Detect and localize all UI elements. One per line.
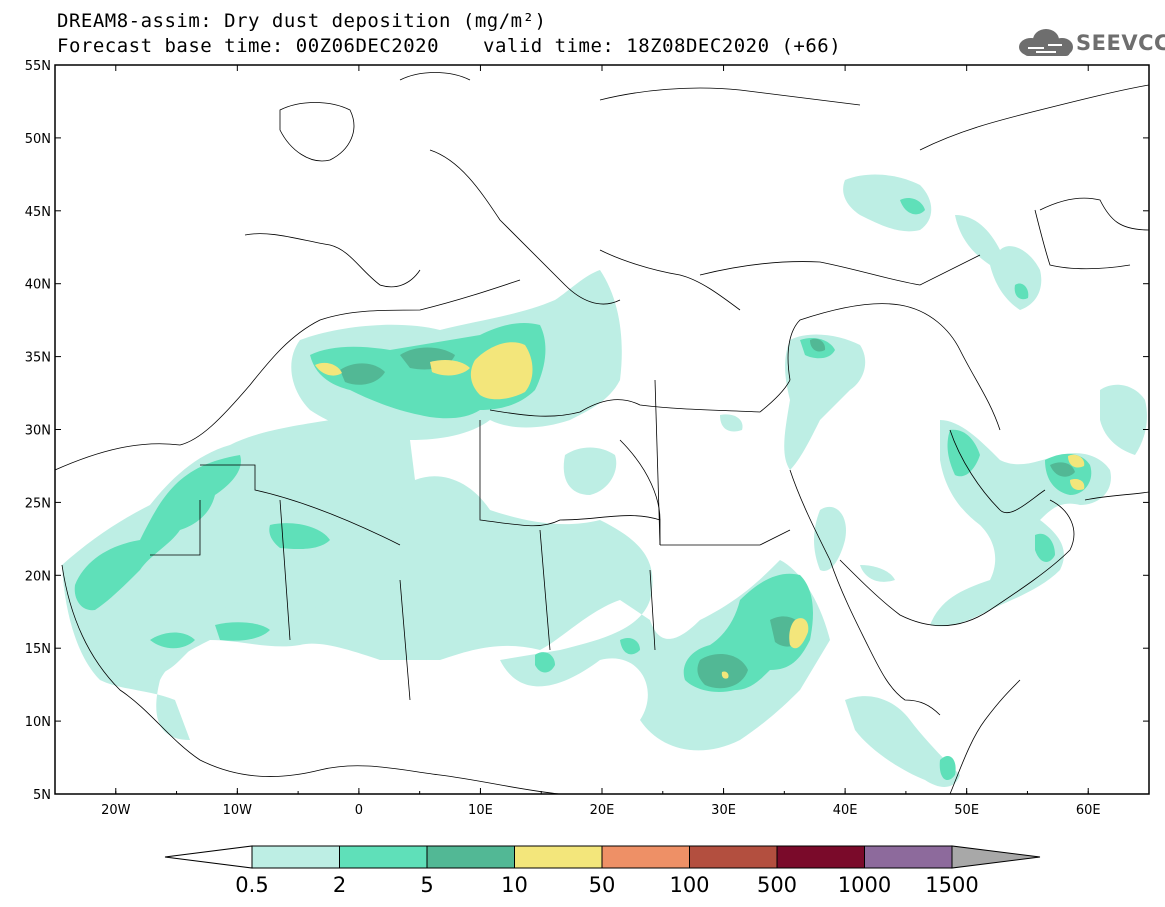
deposition-10-50-areas bbox=[315, 342, 1085, 679]
lon-tick-label: 40E bbox=[833, 803, 858, 818]
valid-time: valid time: 18Z08DEC2020 (+66) bbox=[483, 35, 842, 57]
colorbar-legend: 0.5 2 5 10 50 100 500 1000 1500 bbox=[164, 845, 1041, 897]
lat-tick-label: 35N bbox=[25, 351, 51, 366]
lat-tick-label: 5N bbox=[33, 788, 51, 803]
lon-tick-label: 60E bbox=[1076, 803, 1101, 818]
country-borders bbox=[55, 72, 1149, 794]
colorbar-over-triangle bbox=[951, 845, 1041, 869]
colorbar-label: 100 bbox=[669, 873, 709, 897]
lat-tick-label: 30N bbox=[25, 424, 51, 439]
colorbar-label: 5 bbox=[420, 873, 433, 897]
colorbar-label: 1000 bbox=[838, 873, 891, 897]
colorbar-segment bbox=[776, 845, 865, 869]
cloud-logo-icon bbox=[1019, 29, 1073, 56]
colorbar-label: 2 bbox=[333, 873, 346, 897]
lat-tick-label: 25N bbox=[25, 496, 51, 511]
lon-tick-label: 20W bbox=[101, 803, 131, 818]
latitude-axis: 55N 50N 45N 40N 35N 30N 25N 20N 15N 10N 5N bbox=[25, 59, 1149, 803]
seevccc-logo-text: SEEVCCC bbox=[1076, 31, 1165, 55]
lon-tick-label: 50E bbox=[954, 803, 979, 818]
colorbar-label: 1500 bbox=[925, 873, 978, 897]
lat-tick-label: 50N bbox=[25, 132, 51, 147]
colorbar-under-triangle bbox=[164, 845, 253, 869]
lat-tick-label: 20N bbox=[25, 569, 51, 584]
colorbar-segment bbox=[251, 845, 340, 869]
map-title: DREAM8-assim: Dry dust deposition (mg/m²… bbox=[57, 10, 547, 32]
colorbar-segment bbox=[339, 845, 428, 869]
lon-tick-label: 10E bbox=[468, 803, 493, 818]
longitude-axis: 20W 10W 0 10E 20E 30E 40E 50E 60E bbox=[54, 65, 1150, 818]
forecast-base-time: Forecast base time: 00Z06DEC2020 bbox=[57, 35, 440, 57]
colorbar-segment bbox=[426, 845, 515, 869]
lat-tick-label: 55N bbox=[25, 59, 51, 74]
colorbar-segment bbox=[864, 845, 953, 869]
colorbar-label: 50 bbox=[589, 873, 616, 897]
colorbar-segment bbox=[514, 845, 603, 869]
lat-tick-label: 45N bbox=[25, 205, 51, 220]
lon-tick-label: 20E bbox=[590, 803, 615, 818]
colorbar-segment bbox=[689, 845, 778, 869]
lon-tick-label: 0 bbox=[355, 803, 363, 818]
colorbar-label: 500 bbox=[757, 873, 797, 897]
colorbar-label: 0.5 bbox=[235, 873, 268, 897]
lat-tick-label: 10N bbox=[25, 715, 51, 730]
colorbar-segment bbox=[601, 845, 690, 869]
lat-tick-label: 15N bbox=[25, 642, 51, 657]
lon-tick-label: 10W bbox=[223, 803, 253, 818]
lat-tick-label: 40N bbox=[25, 278, 51, 293]
colorbar-label: 10 bbox=[501, 873, 528, 897]
lon-tick-label: 30E bbox=[711, 803, 736, 818]
